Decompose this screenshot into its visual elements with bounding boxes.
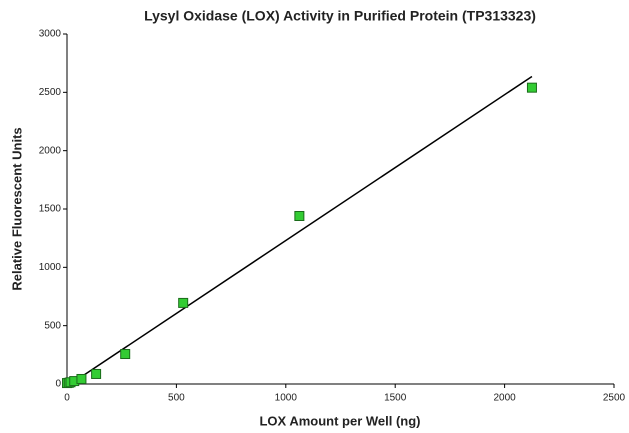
- x-tick-label: 0: [64, 393, 70, 404]
- y-tick-label: 3000: [39, 29, 62, 40]
- y-tick-label: 1500: [39, 204, 62, 215]
- y-tick-label: 2500: [39, 87, 62, 98]
- data-point: [76, 373, 87, 384]
- trendline: [66, 75, 533, 387]
- x-tick-label: 2500: [603, 393, 626, 404]
- x-tick-label: 1500: [384, 393, 407, 404]
- data-point: [120, 349, 131, 360]
- y-tick-label: 2000: [39, 145, 62, 156]
- data-point: [294, 211, 305, 221]
- data-point: [178, 297, 189, 308]
- x-tick-label: 1000: [275, 393, 298, 404]
- x-tick-label: 2000: [493, 393, 516, 404]
- data-point: [526, 82, 537, 93]
- x-tick-label: 500: [168, 393, 185, 404]
- y-axis-title: Relative Fluorescent Units: [9, 127, 24, 290]
- y-tick-label: 0: [55, 379, 61, 390]
- x-axis-title: LOX Amount per Well (ng): [259, 413, 420, 428]
- data-point: [91, 368, 102, 379]
- y-tick-label: 500: [44, 320, 61, 331]
- y-tick-label: 1000: [39, 262, 62, 273]
- chart-title: Lysyl Oxidase (LOX) Activity in Purified…: [144, 8, 536, 24]
